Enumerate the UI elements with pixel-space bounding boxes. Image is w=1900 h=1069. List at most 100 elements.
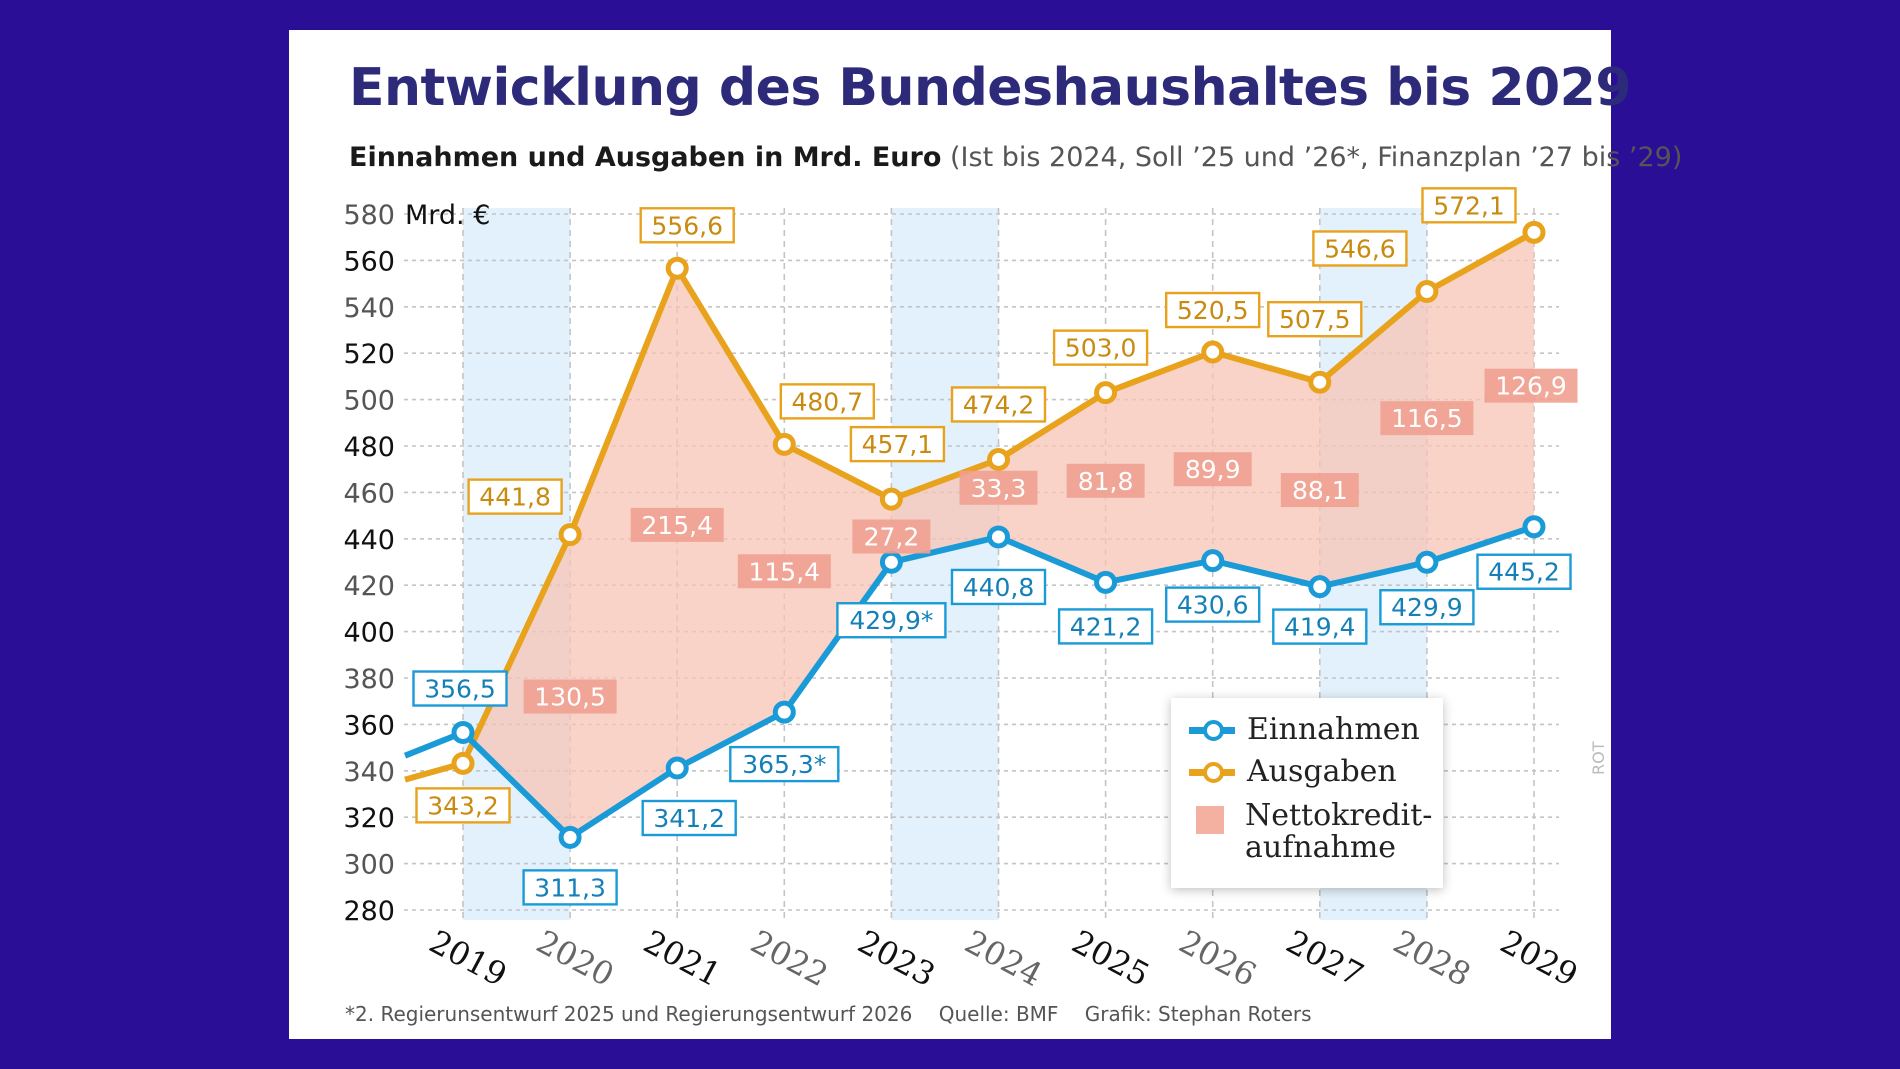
- income-data-label-box: [1476, 553, 1572, 590]
- income-data-label-box: [1165, 586, 1261, 623]
- expenses-data-label-text: 507,5: [1279, 305, 1351, 334]
- income-data-label-text: 429,9: [1391, 593, 1463, 622]
- income-data-label-box: [836, 602, 947, 639]
- income-data-label-box: [1379, 589, 1475, 626]
- income-point: [1308, 575, 1332, 599]
- expenses-point: [879, 487, 903, 511]
- y-tick-label: 520: [343, 339, 395, 370]
- income-point: [1094, 570, 1118, 594]
- income-data-label-text: 440,8: [963, 573, 1035, 602]
- income-data-label: 365,3*: [729, 745, 840, 783]
- footer: *2. Regierunsentwurf 2025 und Regierungs…: [345, 1002, 1332, 1026]
- income-data-label: 430,6: [1165, 586, 1261, 623]
- y-tick-label: 460: [343, 478, 395, 509]
- net-borrowing-label-text: 130,5: [534, 683, 606, 712]
- expenses-point: [1201, 340, 1225, 364]
- income-data-label-text: 311,3: [534, 873, 606, 902]
- legend-borrowing-swatch: [1196, 806, 1224, 834]
- footnote: *2. Regierunsentwurf 2025 und Regierungs…: [345, 1002, 913, 1026]
- income-line: [403, 523, 1535, 841]
- expenses-data-label-text: 480,7: [792, 387, 864, 416]
- background-band: [891, 208, 999, 920]
- x-tick-label: 2025: [1066, 922, 1156, 994]
- income-point: [451, 721, 475, 745]
- expenses-data-label: 520,5: [1165, 291, 1261, 329]
- expenses-data-label: 503,0: [1052, 329, 1149, 366]
- net-borrowing-label: 115,4: [737, 554, 831, 589]
- y-tick-label: 320: [343, 803, 395, 834]
- expenses-data-label-box: [849, 425, 946, 463]
- expenses-data-label-box: [1052, 329, 1149, 366]
- expenses-data-label-box: [415, 787, 511, 824]
- expenses-data-label-text: 572,1: [1433, 191, 1505, 220]
- expenses-data-label: 572,1: [1421, 187, 1517, 224]
- income-data-label-text: 421,2: [1070, 612, 1142, 641]
- net-borrowing-label: 33,3: [959, 470, 1038, 505]
- income-data-label: 429,9: [1379, 589, 1475, 626]
- x-tick-label: 2021: [637, 922, 727, 994]
- net-borrowing-label-box: [1173, 452, 1252, 487]
- income-point: [987, 525, 1010, 549]
- y-tick-label: 420: [343, 571, 395, 602]
- net-borrowing-label-text: 116,5: [1391, 404, 1463, 433]
- watermark: ROT: [1589, 741, 1608, 775]
- income-data-label-box: [729, 745, 840, 783]
- net-borrowing-label: 89,9: [1173, 452, 1252, 487]
- net-borrowing-label-box: [959, 470, 1038, 505]
- expenses-data-label: 546,6: [1312, 230, 1408, 267]
- income-data-label: 445,2: [1476, 553, 1572, 590]
- income-data-label-box: [641, 799, 737, 837]
- income-data-label-box: [522, 869, 618, 906]
- income-data-label: 440,8: [950, 568, 1047, 606]
- income-data-label-text: 429,9*: [849, 606, 933, 635]
- expenses-point: [558, 523, 582, 547]
- expenses-point: [987, 447, 1010, 471]
- income-point: [772, 700, 796, 724]
- y-tick-label: 300: [343, 850, 395, 881]
- y-tick-label: 360: [343, 710, 395, 741]
- chart-card: Entwicklung des Bundeshaushaltes bis 202…: [289, 30, 1682, 1039]
- expenses-point: [1308, 370, 1332, 394]
- net-borrowing-label-box: [523, 679, 617, 714]
- expenses-point: [1415, 279, 1439, 303]
- income-data-label-box: [1272, 608, 1368, 645]
- expenses-data-label: 457,1: [849, 425, 946, 463]
- net-borrowing-label: 215,4: [630, 507, 724, 542]
- net-borrowing-label-text: 215,4: [641, 511, 713, 540]
- expenses-data-label-box: [1165, 291, 1261, 329]
- x-tick-label: 2026: [1173, 922, 1263, 994]
- net-borrowing-label-box: [852, 519, 931, 554]
- net-borrowing-label: 88,1: [1280, 473, 1359, 508]
- income-point: [1201, 549, 1225, 573]
- legend: Einnahmen Ausgaben Nettokredit- aufnahme: [1171, 698, 1443, 888]
- net-borrowing-label-box: [737, 554, 831, 589]
- net-borrowing-label-box: [1066, 463, 1145, 498]
- source: Quelle: BMF: [938, 1002, 1059, 1026]
- net-borrowing-label-text: 33,3: [971, 474, 1027, 503]
- expenses-data-label-text: 503,0: [1065, 334, 1137, 363]
- legend-expenses-label: Ausgaben: [1247, 754, 1397, 789]
- income-data-label-box: [950, 568, 1047, 606]
- expenses-data-label: 556,6: [639, 207, 735, 244]
- x-tick-label: 2023: [852, 922, 942, 994]
- subtitle-note: (Ist bis 2024, Soll ’25 und ’26*, Finanz…: [950, 142, 1683, 173]
- net-borrowing-label-text: 88,1: [1292, 476, 1348, 505]
- expenses-point: [1094, 381, 1118, 405]
- chart-subtitle: Einnahmen und Ausgaben in Mrd. Euro (Ist…: [349, 142, 1682, 173]
- x-tick-label: 2019: [423, 922, 513, 994]
- net-borrowing-label-text: 81,8: [1078, 467, 1134, 496]
- income-data-label-text: 430,6: [1177, 591, 1249, 620]
- expenses-data-label-box: [1267, 301, 1363, 338]
- income-data-label-text: 419,4: [1284, 613, 1356, 642]
- expenses-data-label-text: 441,8: [479, 483, 551, 512]
- y-tick-label: 560: [343, 246, 395, 277]
- income-data-label: 356,5: [412, 670, 508, 707]
- x-tick-label: 2020: [530, 922, 620, 994]
- expenses-data-label-box: [1421, 187, 1517, 224]
- expenses-data-label: 507,5: [1267, 301, 1363, 338]
- income-point: [879, 550, 903, 574]
- expenses-data-label-text: 556,6: [651, 211, 723, 240]
- net-borrowing-label-text: 89,9: [1185, 455, 1241, 484]
- net-borrowing-label-text: 126,9: [1495, 372, 1567, 401]
- x-tick-label: 2029: [1494, 922, 1584, 994]
